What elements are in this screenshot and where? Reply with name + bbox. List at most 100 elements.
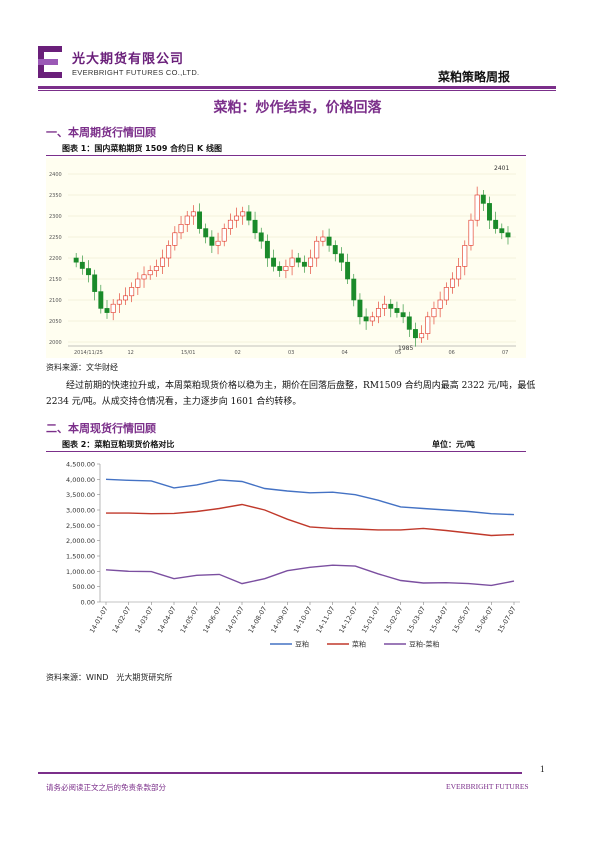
company-logo-icon bbox=[38, 46, 62, 78]
section2-title: 二、本周现货行情回顾 bbox=[46, 422, 156, 435]
x-tick-label: 15-06-07 bbox=[473, 605, 495, 635]
report-title: 菜粕策略周报 bbox=[438, 70, 511, 84]
x-tick-label: 15-05-07 bbox=[451, 605, 473, 635]
kline-candle bbox=[92, 274, 98, 292]
series-line-1 bbox=[105, 478, 515, 516]
kline-candle bbox=[363, 316, 369, 322]
kline-candle bbox=[289, 257, 295, 267]
kline-candle bbox=[240, 211, 246, 217]
x-tick-label: 14-08-07 bbox=[247, 605, 269, 635]
kline-high-label: 2401 bbox=[494, 165, 509, 172]
kline-candle bbox=[351, 278, 357, 301]
y-tick-label: 1,500.00 bbox=[66, 553, 95, 561]
x-tick-label: 14-02-07 bbox=[111, 605, 133, 635]
x-tick-label: 15-03-07 bbox=[405, 605, 427, 635]
x-tick-label: 14-07-07 bbox=[224, 605, 246, 635]
kline-candle bbox=[271, 257, 277, 267]
y-tick-label: 4,000.00 bbox=[66, 476, 95, 484]
kline-y-tick: 2200 bbox=[49, 256, 62, 262]
kline-candle bbox=[431, 308, 437, 318]
kline-candle bbox=[197, 211, 202, 229]
y-tick-label: 3,000.00 bbox=[66, 507, 95, 515]
kline-candle bbox=[252, 219, 258, 234]
kline-candle bbox=[314, 240, 320, 259]
footer-rule bbox=[38, 772, 522, 774]
kline-candle bbox=[110, 303, 116, 313]
kline-candle bbox=[382, 303, 388, 309]
kline-candle bbox=[160, 257, 165, 267]
figure2-caption: 图表 2：菜粕豆粕现货价格对比 bbox=[62, 440, 175, 449]
x-tick-label: 15-01-07 bbox=[360, 605, 382, 635]
kline-candle bbox=[147, 270, 153, 276]
footer-brand: EVERBRIGHT FUTURES bbox=[446, 782, 529, 791]
kline-candle bbox=[258, 232, 264, 242]
kline-y-tick: 2250 bbox=[49, 235, 62, 241]
x-tick-label: 15-07-07 bbox=[496, 605, 518, 635]
kline-x-tick: 12 bbox=[128, 350, 134, 356]
kline-candle bbox=[209, 236, 215, 246]
series-line-2 bbox=[106, 503, 515, 537]
kline-candle bbox=[480, 194, 486, 204]
kline-candle bbox=[499, 228, 505, 234]
kline-x-tick: 02 bbox=[235, 350, 241, 356]
kline-candle bbox=[326, 236, 332, 246]
kline-y-tick: 2100 bbox=[49, 298, 62, 304]
kline-candle bbox=[104, 308, 110, 313]
kline-candle bbox=[73, 257, 79, 263]
kline-candle bbox=[400, 312, 406, 318]
header-rule-thin bbox=[38, 90, 556, 91]
kline-y-tick: 2050 bbox=[49, 319, 62, 325]
kline-x-tick: 03 bbox=[288, 350, 294, 356]
kline-y-tick: 2300 bbox=[49, 214, 62, 220]
kline-candle bbox=[277, 266, 283, 271]
kline-candle bbox=[505, 232, 511, 238]
kline-candle bbox=[123, 295, 128, 301]
kline-y-tick: 2400 bbox=[49, 172, 62, 178]
kline-candle bbox=[86, 268, 91, 276]
company-name-cn: 光大期货有限公司 bbox=[72, 52, 185, 67]
x-tick-label: 14-04-07 bbox=[156, 605, 178, 635]
y-tick-label: 500.00 bbox=[72, 583, 95, 591]
y-tick-label: 2,500.00 bbox=[66, 522, 95, 530]
y-tick-label: 1,000.00 bbox=[66, 568, 95, 576]
kline-candle bbox=[320, 236, 326, 242]
kline-candle bbox=[474, 194, 480, 221]
kline-candle bbox=[246, 211, 252, 221]
figure1-source: 资料来源：文华财经 bbox=[46, 363, 118, 372]
kline-candle bbox=[456, 266, 462, 280]
kline-candle bbox=[369, 316, 375, 322]
kline-candle bbox=[190, 211, 196, 217]
x-tick-label: 14-03-07 bbox=[133, 605, 155, 635]
y-tick-label: 0.00 bbox=[81, 599, 95, 607]
legend-label: 豆粕 bbox=[295, 640, 309, 649]
spot-price-chart: 4,500.00 4,000.00 3,500.00 3,000.00 2,500.00… bbox=[66, 461, 520, 649]
kline-candle bbox=[487, 203, 492, 221]
legend-label: 菜粕 bbox=[352, 640, 366, 649]
kline-candle bbox=[308, 257, 314, 267]
y-tick-label: 4,500.00 bbox=[66, 461, 95, 469]
x-tick-label: 14-05-07 bbox=[179, 605, 201, 635]
kline-candle bbox=[425, 316, 431, 334]
kline-candle bbox=[221, 228, 227, 242]
kline-candle bbox=[450, 278, 455, 288]
x-tick-label: 15-04-07 bbox=[428, 605, 450, 635]
page-title: 菜粕：炒作结束，价格回落 bbox=[213, 100, 382, 116]
kline-candle bbox=[79, 261, 85, 269]
footer-disclaimer: 请务必阅读正文之后的免责条款部分 bbox=[46, 783, 166, 792]
kline-y-tick: 2000 bbox=[49, 340, 62, 346]
kline-candle bbox=[437, 299, 443, 309]
kline-candle bbox=[332, 245, 338, 255]
kline-x-tick: 04 bbox=[342, 350, 348, 356]
x-tick-label: 14-06-07 bbox=[201, 605, 223, 635]
kline-x-tick: 2014/11/25 bbox=[74, 350, 103, 356]
kline-candle bbox=[215, 240, 221, 246]
kline-candle bbox=[166, 245, 172, 259]
kline-candle bbox=[338, 253, 344, 263]
x-tick-label: 14-09-07 bbox=[269, 605, 291, 635]
kline-candle bbox=[394, 308, 400, 313]
kline-candle bbox=[388, 303, 394, 309]
kline-candle bbox=[141, 274, 147, 280]
figure1-caption: 图表 1：国内菜粕期货 1509 合约日 K 线图 bbox=[62, 144, 222, 153]
header-rule bbox=[38, 86, 556, 89]
y-tick-label: 2,000.00 bbox=[66, 537, 95, 545]
